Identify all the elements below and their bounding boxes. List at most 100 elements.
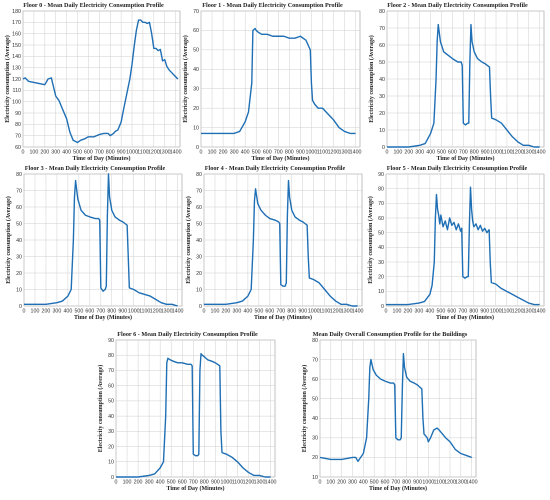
y-tick-label: 110: [13, 88, 21, 94]
x-tick-label: 1200: [512, 309, 524, 315]
series-line: [204, 179, 358, 307]
x-tick-label: 400: [156, 480, 165, 486]
series-line: [319, 353, 472, 463]
y-tick-label: 70: [312, 357, 318, 363]
x-tick-label: 1400: [265, 480, 277, 486]
plot-area: [319, 339, 477, 478]
y-tick-label: 40: [16, 238, 22, 244]
x-tick-label: 700: [276, 309, 285, 315]
y-tick-label: 80: [16, 172, 22, 178]
y-tick-label: 40: [193, 67, 199, 73]
x-tick-label: 0: [203, 309, 206, 315]
x-tick-label: 1100: [319, 309, 330, 315]
x-tick-label: 1100: [501, 309, 512, 315]
x-tick-label: 1100: [501, 150, 512, 156]
x-tick-label: 1000: [490, 309, 502, 315]
y-tick-label: 30: [378, 260, 384, 266]
x-tick-label: 1200: [444, 480, 456, 486]
y-tick-label: 170: [12, 20, 21, 26]
chart-panel-0: 0 100 200 300 400 500 600 700 800 900 1000 1100 1200…: [4, 2, 182, 162]
y-tick-label: 50: [196, 221, 202, 227]
x-tick-label: 1400: [170, 150, 182, 156]
y-tick-label: 10: [312, 475, 318, 481]
chart-title: Floor 0 - Mean Daily Electricity Consump…: [23, 2, 164, 9]
x-axis-label: Time of Day (Minutes): [166, 485, 224, 492]
chart-title: Floor 6 - Mean Daily Electricity Consump…: [117, 331, 258, 338]
x-tick-label: 1400: [350, 150, 362, 156]
x-axis-label: Time of Day (Minutes): [74, 314, 132, 321]
x-tick-label: 200: [222, 309, 231, 315]
x-tick-label: 0: [115, 480, 118, 486]
series-line: [116, 353, 271, 478]
x-tick-label: 1000: [221, 480, 233, 486]
chart-title: Floor 1 - Mean Daily Electricity Consump…: [202, 2, 343, 9]
y-tick-label: 80: [379, 9, 385, 15]
y-tick-label: 0: [111, 475, 114, 481]
y-tick-label: 70: [108, 368, 114, 374]
x-tick-label: 200: [404, 150, 413, 156]
x-tick-label: 600: [85, 309, 94, 315]
x-tick-label: 600: [263, 150, 272, 156]
y-tick-label: 60: [196, 205, 202, 211]
y-axis-label: Electricity consumption (Average): [301, 365, 308, 453]
x-tick-label: 1200: [148, 150, 160, 156]
y-tick-label: 10: [379, 128, 385, 134]
x-tick-label: 1000: [306, 150, 318, 156]
y-tick-label: 80: [196, 172, 202, 178]
x-tick-label: 300: [232, 309, 241, 315]
chart-title: Floor 4 - Mean Daily Electricity Consump…: [205, 165, 346, 172]
x-tick-label: 1100: [433, 480, 444, 486]
x-tick-label: 1300: [341, 309, 353, 315]
chart-title: Floor 5 - Mean Daily Electricity Consump…: [387, 165, 528, 172]
x-tick-label: 900: [413, 480, 422, 486]
y-axis-label: Electricity consumption (Average): [368, 35, 375, 123]
x-tick-label: 300: [51, 150, 60, 156]
y-tick-label: 90: [15, 111, 21, 117]
x-axis-label: Time of Day (Minutes): [254, 314, 312, 321]
x-tick-label: 1000: [126, 150, 138, 156]
x-tick-label: 1400: [466, 480, 478, 486]
x-tick-label: 0: [385, 309, 388, 315]
y-tick-label: 150: [12, 43, 21, 49]
y-tick-label: 50: [108, 399, 114, 405]
chart-panel-3: 0 100 200 300 400 500 600 700 800 900 1000 1100 1200…: [5, 165, 184, 321]
chart-panel-7: 0 100 200 300 400 500 600 700 800 900 1000 1100 1200…: [301, 331, 478, 492]
y-tick-label: 70: [196, 188, 202, 194]
x-tick-label: 100: [326, 480, 335, 486]
x-axis-label: Time of Day (Minutes): [251, 155, 309, 162]
x-axis-label: Time of Day (Minutes): [369, 485, 427, 492]
x-axis-label: Time of Day (Minutes): [436, 155, 494, 162]
y-tick-label: 80: [378, 186, 384, 192]
x-tick-label: 0: [22, 150, 25, 156]
y-tick-label: 160: [12, 31, 21, 37]
y-tick-label: 20: [196, 271, 202, 277]
x-tick-label: 400: [62, 150, 71, 156]
y-tick-label: 130: [12, 65, 21, 71]
y-tick-label: 0: [199, 304, 202, 310]
plot-area: [200, 10, 361, 148]
x-tick-label: 0: [386, 150, 389, 156]
y-tick-label: 50: [193, 48, 199, 54]
x-tick-label: 1400: [534, 309, 546, 315]
x-tick-label: 1200: [330, 309, 342, 315]
y-tick-label: 10: [193, 125, 199, 131]
x-tick-label: 1100: [137, 150, 148, 156]
x-tick-label: 1000: [490, 150, 502, 156]
y-tick-label: 60: [16, 205, 22, 211]
x-tick-label: 0: [319, 480, 322, 486]
x-tick-label: 1300: [159, 150, 171, 156]
x-tick-label: 600: [448, 150, 457, 156]
y-tick-label: 20: [193, 106, 199, 112]
y-axis-label: Electricity consumption (Average): [185, 196, 192, 284]
chart-panel-4: 0 100 200 300 400 500 600 700 800 900 1000 1100 1200…: [185, 165, 364, 321]
x-tick-label: 800: [402, 480, 411, 486]
x-tick-label: 1200: [243, 480, 255, 486]
x-tick-label: 800: [107, 309, 116, 315]
y-tick-label: 70: [379, 26, 385, 32]
y-tick-label: 20: [108, 444, 114, 450]
series-line: [387, 23, 540, 148]
y-tick-label: 10: [16, 287, 22, 293]
x-tick-label: 800: [106, 150, 115, 156]
plot-area: [385, 173, 545, 307]
